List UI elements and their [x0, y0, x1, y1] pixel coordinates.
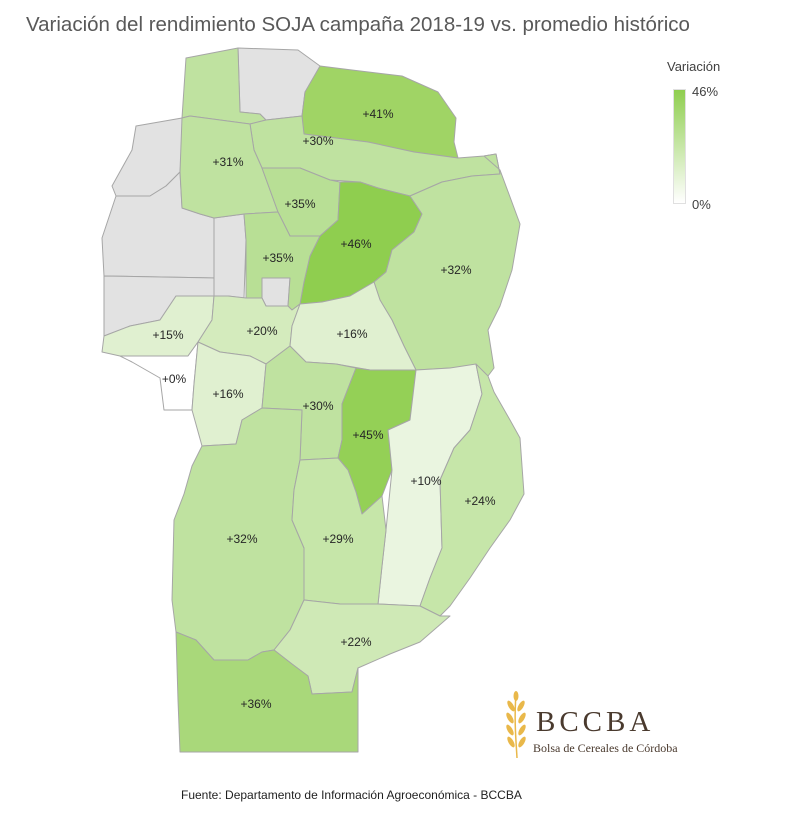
gray-region-center-small	[261, 277, 291, 307]
legend-max-label: 46%	[692, 84, 719, 99]
logo-name: BCCBA	[536, 706, 655, 738]
label-north-mid-a: +35%	[284, 197, 315, 211]
label-center-b: +30%	[302, 399, 333, 413]
label-north-mid-b: +35%	[262, 251, 293, 265]
chart-title: Variación del rendimiento SOJA campaña 2…	[26, 13, 690, 36]
label-east-south: +24%	[464, 494, 495, 508]
label-south-east: +22%	[340, 635, 371, 649]
logo-subtitle: Bolsa de Cereales de Córdoba	[533, 741, 678, 755]
label-south-west: +32%	[226, 532, 257, 546]
label-north-west: +31%	[212, 155, 243, 169]
region-east-south	[419, 363, 525, 617]
label-west-d: +16%	[212, 387, 243, 401]
legend-color-scale	[673, 89, 686, 204]
data-regions	[101, 47, 525, 753]
region-south-center	[291, 457, 387, 605]
legend-title: Variación	[667, 59, 721, 74]
label-west-a: +15%	[152, 328, 183, 342]
legend-min-label: 0%	[692, 197, 711, 212]
label-north-east-top: +41%	[362, 107, 393, 121]
region-far-south	[175, 631, 359, 753]
label-center-c: +45%	[352, 428, 383, 442]
label-south-center: +29%	[322, 532, 353, 546]
label-east-north: +32%	[440, 263, 471, 277]
region-east-north	[373, 153, 521, 377]
region-labels: +41% +30% +31% +35% +35% +46% +32% +15% …	[152, 107, 495, 711]
label-north-center: +30%	[302, 134, 333, 148]
label-center-north: +46%	[340, 237, 371, 251]
wheat-logo-icon	[506, 691, 526, 759]
gray-region-center-west	[213, 213, 247, 299]
label-west-c: +0%	[162, 372, 187, 386]
label-center: +16%	[336, 327, 367, 341]
label-east-center: +10%	[410, 474, 441, 488]
source-note: Fuente: Departamento de Información Agro…	[181, 788, 522, 802]
label-far-south: +36%	[240, 697, 271, 711]
label-west-b: +20%	[246, 324, 277, 338]
